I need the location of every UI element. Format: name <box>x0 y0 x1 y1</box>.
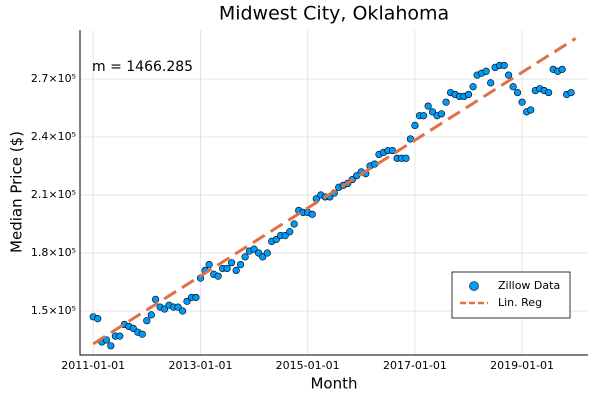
annotation: m = 1466.285 <box>92 59 193 75</box>
data-point <box>487 79 495 87</box>
legend-label: Zillow Data <box>498 279 560 292</box>
data-point <box>513 88 522 97</box>
data-point <box>116 332 124 340</box>
x-tick-label: 2015-01-01 <box>276 359 340 372</box>
y-tick-label: 2.7×10⁵ <box>31 72 76 85</box>
data-point <box>527 106 535 114</box>
data-point <box>518 98 526 106</box>
data-point <box>424 102 432 110</box>
data-point <box>250 245 258 253</box>
data-point <box>464 90 473 99</box>
data-point <box>178 307 187 315</box>
data-point <box>160 305 169 313</box>
axis-frame <box>79 30 588 356</box>
x-tick-label: 2011-01-01 <box>61 359 125 372</box>
data-point <box>437 110 446 118</box>
data-point <box>129 324 137 332</box>
data-point <box>509 83 517 91</box>
data-point <box>482 67 490 75</box>
data-point <box>545 88 553 97</box>
data-point <box>228 259 236 267</box>
data-point <box>192 293 200 302</box>
data-point <box>107 342 115 350</box>
x-tick-label: 2013-01-01 <box>169 359 233 372</box>
data-point <box>504 71 513 79</box>
data-point <box>411 121 419 130</box>
y-axis-label: Median Price ($) <box>8 131 26 253</box>
data-point <box>147 311 155 319</box>
data-point <box>183 297 191 305</box>
y-tick-label: 2.4×10⁵ <box>31 130 76 143</box>
data-point <box>143 317 151 325</box>
data-point <box>308 210 316 218</box>
data-point <box>500 61 508 70</box>
chart-title: Midwest City, Oklahoma <box>219 3 449 25</box>
data-point <box>370 160 379 168</box>
data-point <box>402 154 410 162</box>
data-point <box>151 295 160 303</box>
data-point <box>205 261 213 269</box>
y-tick-label: 2.1×10⁵ <box>31 188 76 201</box>
data-point <box>241 253 249 261</box>
data-point <box>420 112 428 120</box>
data-point <box>94 315 102 323</box>
x-tick-label: 2019-01-01 <box>490 359 554 372</box>
data-point <box>286 228 294 236</box>
data-point <box>232 266 240 275</box>
legend-label: Lin. Reg <box>498 296 542 309</box>
data-point <box>567 88 575 97</box>
data-point <box>138 330 146 338</box>
y-tick-label: 1.8×10⁵ <box>31 246 76 259</box>
x-tick-label: 2017-01-01 <box>383 359 447 372</box>
data-point <box>174 303 182 311</box>
data-point <box>428 108 437 116</box>
data-point <box>388 146 397 155</box>
data-point <box>263 249 271 257</box>
data-point <box>236 261 245 269</box>
legend-box <box>451 271 571 319</box>
data-point <box>259 253 267 261</box>
data-point <box>469 83 477 91</box>
regression-line <box>92 37 577 346</box>
data-point <box>442 98 450 106</box>
data-point <box>558 65 566 73</box>
data-point <box>223 264 231 273</box>
x-axis-label: Month <box>310 375 357 393</box>
y-tick-label: 1.5×10⁵ <box>31 304 76 317</box>
data-point <box>102 336 111 344</box>
data-point <box>290 220 298 228</box>
data-point <box>214 272 222 280</box>
data-point <box>281 232 289 240</box>
legend-marker <box>469 281 479 291</box>
